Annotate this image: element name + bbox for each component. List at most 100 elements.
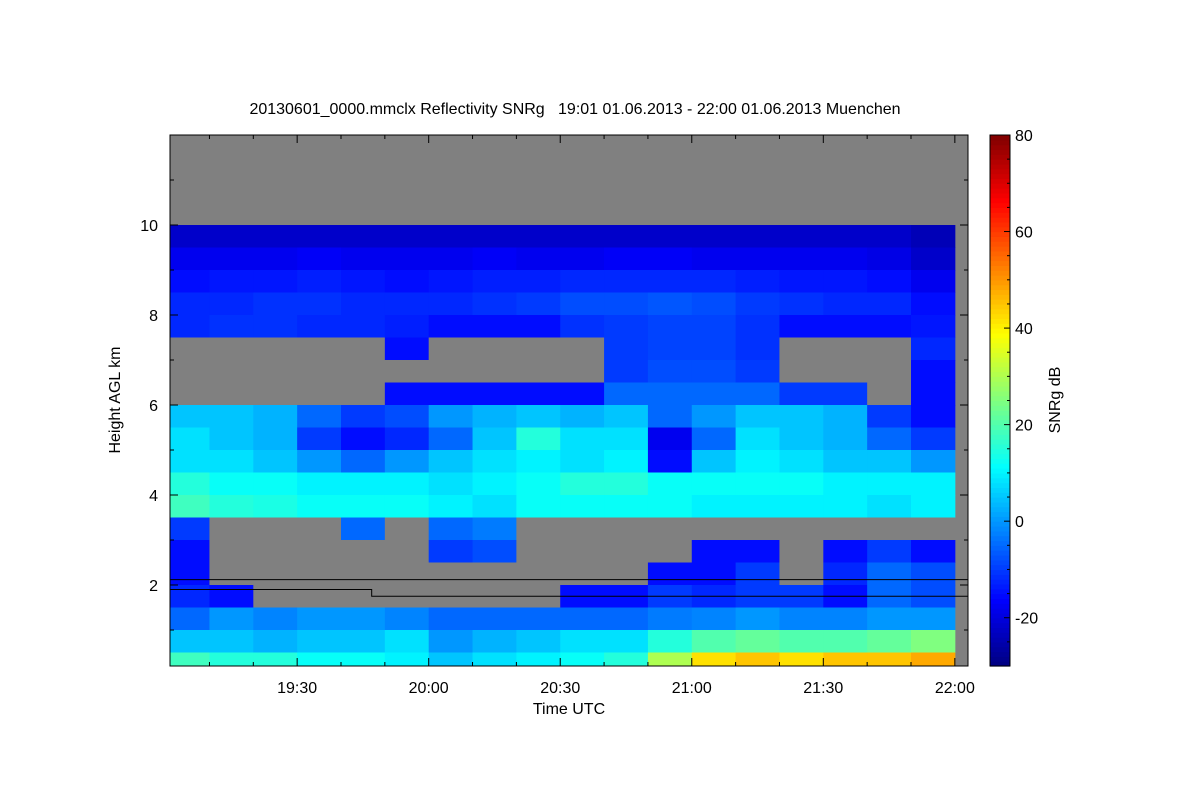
heatmap-cell <box>516 495 561 518</box>
heatmap-cell <box>823 270 868 293</box>
chart-title: 20130601_0000.mmclx Reflectivity SNRg 19… <box>249 101 900 118</box>
colorbar-tick-label: 20 <box>1015 418 1033 435</box>
heatmap-cell <box>170 630 210 653</box>
heatmap-cell <box>253 472 298 496</box>
heatmap-cell <box>297 270 342 293</box>
heatmap-cell <box>735 382 780 406</box>
colorbar-swatch <box>990 400 1010 406</box>
heatmap-cell <box>516 450 561 473</box>
heatmap-cell <box>516 315 561 338</box>
heatmap-cell <box>779 180 824 203</box>
heatmap-cell <box>867 562 912 586</box>
heatmap-cell <box>867 495 912 518</box>
colorbar-swatch <box>990 318 1010 324</box>
heatmap-cell <box>823 247 868 271</box>
colorbar-swatch <box>990 414 1010 421</box>
heatmap-cell <box>735 562 780 586</box>
colorbar-swatch <box>990 197 1010 204</box>
heatmap-cell <box>170 405 210 428</box>
heatmap-cell <box>384 225 430 248</box>
heatmap-cell <box>911 427 956 451</box>
y-tick-label: 2 <box>149 578 158 595</box>
heatmap-cell <box>516 472 561 496</box>
heatmap-cell <box>297 472 342 496</box>
colorbar-swatch <box>990 217 1010 223</box>
heatmap-cell <box>428 337 474 361</box>
heatmap-cell <box>560 607 605 631</box>
heatmap-cell <box>691 427 737 451</box>
heatmap-cell <box>297 292 342 316</box>
colorbar-tick-label: -20 <box>1015 611 1038 628</box>
heatmap-cell <box>170 427 210 451</box>
heatmap-cell <box>384 517 430 541</box>
heatmap-cell <box>516 405 561 428</box>
colorbar-swatch <box>990 511 1010 517</box>
heatmap-cell <box>867 157 912 181</box>
colorbar-swatch <box>990 405 1010 411</box>
heatmap-cell <box>691 630 737 653</box>
heatmap-cell <box>647 157 693 181</box>
heatmap-cell <box>560 292 605 316</box>
heatmap-cell <box>823 630 868 653</box>
heatmap-cell <box>779 495 824 518</box>
colorbar-swatch <box>990 458 1010 464</box>
heatmap-cell <box>691 180 737 203</box>
heatmap-cell <box>647 337 693 361</box>
heatmap-cell <box>911 292 956 316</box>
heatmap-cell <box>691 135 737 158</box>
heatmap-cell <box>297 225 342 248</box>
colorbar-swatch <box>990 279 1010 286</box>
heatmap-cell <box>341 247 386 271</box>
heatmap-cell <box>253 337 298 361</box>
heatmap-cell <box>779 427 824 451</box>
colorbar-swatch <box>990 622 1010 628</box>
heatmap-cell <box>341 315 386 338</box>
heatmap-cell <box>341 382 386 406</box>
heatmap-cell <box>560 562 605 586</box>
heatmap-cell <box>170 472 210 496</box>
heatmap-cell <box>647 607 693 631</box>
heatmap-cell <box>647 135 693 158</box>
heatmap-cell <box>911 382 956 406</box>
heatmap-cell <box>428 450 474 473</box>
heatmap-cell <box>428 495 474 518</box>
heatmap-cell <box>341 495 386 518</box>
heatmap-cell <box>911 405 956 428</box>
colorbar-tick-label: 40 <box>1015 321 1033 338</box>
heatmap-cell <box>170 495 210 518</box>
heatmap-cell <box>691 202 737 226</box>
colorbar-swatch <box>990 139 1010 146</box>
heatmap-cell <box>647 540 693 563</box>
heatmap-cell <box>735 427 780 451</box>
heatmap-cell <box>472 247 517 271</box>
heatmap-cell <box>341 607 386 631</box>
heatmap-cell <box>428 180 474 203</box>
heatmap-cell <box>911 495 956 518</box>
colorbar-swatch <box>990 395 1010 402</box>
colorbar-swatch <box>990 337 1010 344</box>
heatmap-cell <box>384 337 430 361</box>
heatmap-cell <box>209 540 254 563</box>
heatmap-cell <box>735 405 780 428</box>
heatmap-cell <box>604 270 649 293</box>
heatmap-cell <box>384 382 430 406</box>
heatmap-cell <box>560 180 605 203</box>
heatmap-cell <box>691 495 737 518</box>
heatmap-cell <box>604 652 649 667</box>
heatmap-cell <box>560 382 605 406</box>
heatmap-cell <box>735 607 780 631</box>
colorbar-swatch <box>990 332 1010 339</box>
heatmap-cell <box>647 292 693 316</box>
heatmap-cell <box>428 292 474 316</box>
heatmap-cell <box>735 225 780 248</box>
heatmap-cell <box>170 270 210 293</box>
colorbar-swatch <box>990 535 1010 542</box>
heatmap-cell <box>297 427 342 451</box>
colorbar-swatch <box>990 357 1010 363</box>
x-tick-label: 20:00 <box>409 680 449 697</box>
heatmap-cell <box>911 540 956 563</box>
heatmap-cell <box>297 630 342 653</box>
heatmap-cell <box>735 360 780 383</box>
heatmap-cell <box>691 360 737 383</box>
heatmap-cell <box>691 540 737 563</box>
